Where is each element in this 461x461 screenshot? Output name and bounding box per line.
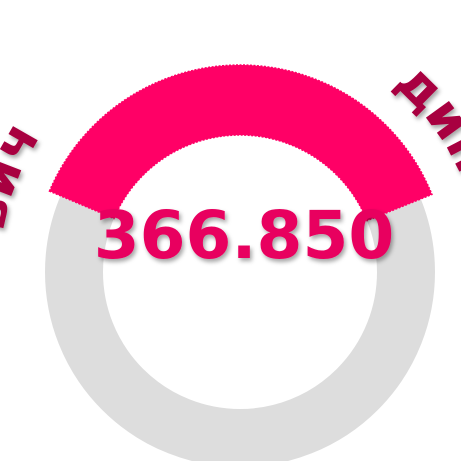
arc-label-left: вич [0, 112, 52, 236]
arc-label-left-path: вич [0, 112, 52, 236]
gauge-ring [45, 64, 435, 461]
gauge-value: 366.850 [94, 197, 395, 274]
gauge-fill [48, 64, 433, 222]
